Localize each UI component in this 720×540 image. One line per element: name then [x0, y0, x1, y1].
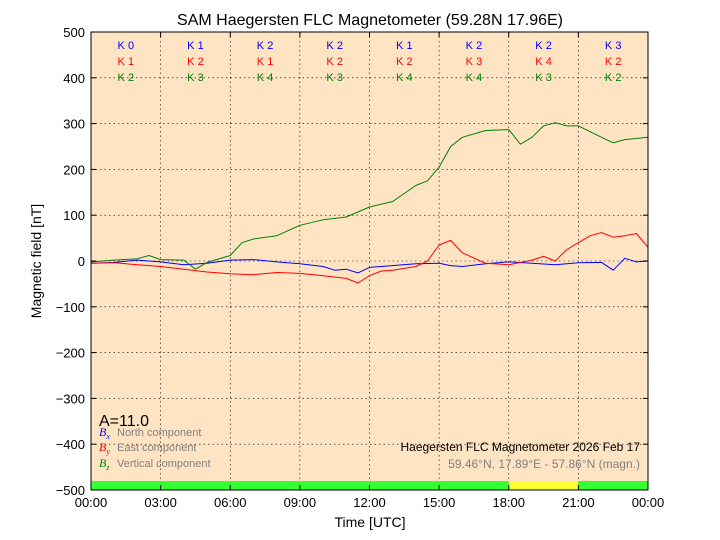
k-index-label: K 2	[326, 40, 343, 52]
activity-bar-segment	[508, 481, 579, 490]
k-index-label: K 2	[535, 40, 552, 52]
y-tick-label: 300	[63, 117, 85, 132]
series-lines	[90, 122, 649, 284]
x-tick-label: 21:00	[562, 495, 595, 510]
y-tick-label: 400	[63, 71, 85, 86]
a-index-annotation: A=11.0	[99, 413, 149, 430]
k-index-label: K 4	[396, 72, 413, 84]
k-index-label: K 3	[466, 56, 483, 68]
k-index-label: K 3	[605, 40, 622, 52]
coords-annotation: 59.46°N, 17.89°E - 57.86°N (magn.)	[448, 457, 640, 471]
k-index-label: K 2	[466, 40, 483, 52]
y-tick-label: −400	[56, 437, 85, 452]
y-tick-label: 500	[63, 25, 85, 40]
k-index-label: K 0	[118, 40, 135, 52]
chart-title: SAM Haegersten FLC Magnetometer (59.28N …	[177, 12, 563, 29]
activity-bar-segment	[578, 481, 648, 490]
k-index-label: K 2	[257, 40, 274, 52]
legend: Bx North component By East component Bz …	[99, 425, 211, 472]
k-index-label: K 3	[535, 72, 552, 84]
k-index-label: K 3	[187, 72, 204, 84]
y-tick-label: 0	[78, 254, 85, 269]
k-index-label: K 4	[535, 56, 552, 68]
x-axis-label: Time [UTC]	[334, 514, 405, 530]
x-tick-label: 15:00	[423, 495, 456, 510]
legend-bx-label: North component	[117, 427, 201, 439]
y-tick-label: 100	[63, 208, 85, 223]
k-index-label: K 2	[396, 56, 413, 68]
station-annotation: Haegersten FLC Magnetometer 2026 Feb 17	[401, 440, 641, 454]
k-index-label: K 1	[396, 40, 413, 52]
y-axis-label: Magnetic field [nT]	[28, 204, 44, 318]
x-tick-label: 09:00	[284, 495, 317, 510]
y-tick-label: −500	[56, 483, 85, 498]
series-line-bz	[90, 122, 649, 270]
k-index-label: K 1	[187, 40, 204, 52]
x-tick-label: 03:00	[144, 495, 177, 510]
series-line-bx	[90, 257, 649, 274]
x-tick-label: 06:00	[214, 495, 247, 510]
k-index-label: K 3	[326, 72, 343, 84]
k-index-label: K 4	[257, 72, 274, 84]
k-index-label: K 2	[326, 56, 343, 68]
k-index-label: K 1	[257, 56, 274, 68]
x-tick-label: 00:00	[75, 495, 108, 510]
y-tick-label: −200	[56, 346, 85, 361]
k-index-label: K 2	[118, 72, 135, 84]
y-tick-label: −100	[56, 300, 85, 315]
x-tick-label: 00:00	[632, 495, 665, 510]
legend-by-label: East component	[117, 442, 197, 454]
legend-bz-symbol: Bz	[99, 456, 110, 472]
k-index-label: K 2	[605, 56, 622, 68]
axis-ticks: 00:00 03:00 06:00 09:00 12:00 15:00 18:00 21:00…	[56, 25, 665, 510]
legend-bz-label: Vertical component	[117, 458, 211, 470]
k-index-labels: K 0 K 1 K 2 K 2 K 1 K 2 K 2 K 3 K 1 K 2 K 1 K 2 K 2 K…	[118, 40, 622, 84]
k-index-label: K 2	[605, 72, 622, 84]
series-line-by	[90, 232, 649, 284]
legend-by-symbol: By	[99, 440, 110, 456]
y-tick-label: −300	[56, 391, 85, 406]
x-tick-label: 18:00	[492, 495, 525, 510]
k-index-label: K 4	[466, 72, 483, 84]
k-index-label: K 2	[187, 56, 204, 68]
y-tick-label: 200	[63, 162, 85, 177]
legend-bx-symbol: Bx	[99, 425, 110, 441]
k-index-label: K 1	[118, 56, 135, 68]
x-tick-label: 12:00	[353, 495, 386, 510]
